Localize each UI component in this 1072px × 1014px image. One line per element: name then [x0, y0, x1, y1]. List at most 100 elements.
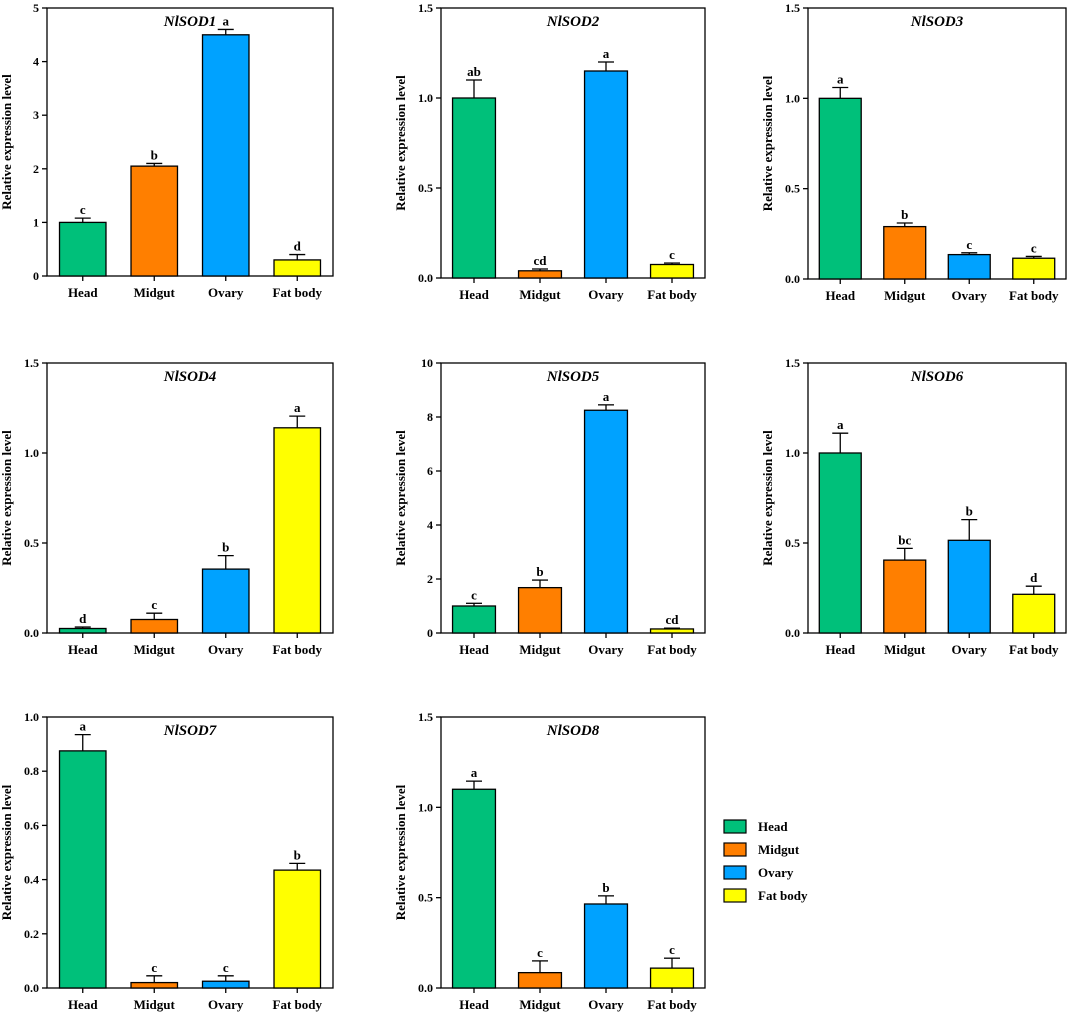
plot-frame	[46, 716, 334, 989]
significance-label: a	[603, 389, 610, 404]
panel-title: NlSOD4	[163, 369, 217, 385]
x-category-label: Ovary	[588, 997, 624, 1012]
x-category-label: Ovary	[588, 642, 624, 657]
y-tick-label: 0	[427, 626, 433, 640]
legend-swatch	[723, 865, 747, 880]
y-tick-label: 2	[33, 162, 39, 176]
significance-label: cd	[534, 253, 548, 268]
bar-fat-body	[1012, 257, 1056, 280]
bar-midgut	[130, 981, 179, 989]
significance-label: a	[294, 400, 301, 415]
x-category-label: Fat body	[647, 997, 697, 1012]
chart-panel-3: 0.0 0.5 1.0 1.5 Relative expression level NlS…	[760, 1, 1067, 303]
y-tick-label: 0.0	[24, 981, 39, 995]
bar-head	[451, 97, 497, 279]
y-tick-label: 0.5	[24, 536, 39, 550]
chart-panel-6: 0.0 0.5 1.0 1.5 Relative expression level NlS…	[760, 356, 1067, 657]
x-category-label: Head	[68, 997, 98, 1012]
bar-fat-body	[649, 628, 695, 634]
bar-ovary	[201, 568, 250, 634]
x-category-label: Midgut	[519, 642, 561, 657]
bar-ovary	[201, 980, 250, 989]
plot-frame	[440, 362, 706, 634]
y-tick-label: 5	[33, 1, 39, 15]
y-tick-label: 1.0	[418, 800, 433, 814]
y-tick-label: 0	[33, 269, 39, 283]
significance-label: d	[294, 239, 302, 254]
x-category-label: Fat body	[273, 997, 323, 1012]
y-tick-label: 10	[421, 356, 433, 370]
significance-label: a	[603, 46, 610, 61]
y-tick-label: 0.0	[785, 626, 800, 640]
significance-label: c	[471, 587, 477, 602]
significance-label: b	[536, 564, 543, 579]
significance-label: a	[837, 417, 844, 432]
x-category-label: Head	[825, 288, 855, 303]
bar-fat-body	[1012, 593, 1056, 634]
y-axis-label: Relative expression level	[393, 430, 408, 566]
chart-panel-8: 0.0 0.5 1.0 1.5 Relative expression level NlS…	[393, 710, 706, 1012]
y-tick-label: 0.5	[418, 181, 433, 195]
significance-label: c	[669, 247, 675, 262]
significance-label: c	[223, 960, 229, 975]
bar-head	[451, 788, 497, 989]
y-tick-label: 0.0	[418, 981, 433, 995]
y-tick-label: 0.0	[418, 271, 433, 285]
bar-midgut	[517, 971, 563, 989]
bar-ovary	[947, 253, 991, 280]
x-category-label: Ovary	[588, 287, 624, 302]
y-tick-label: 1.0	[24, 710, 39, 724]
y-tick-label: 1.5	[785, 356, 800, 370]
legend-label: Midgut	[758, 842, 800, 857]
bar-fat-body	[649, 967, 695, 989]
chart-panel-7: 0.0 0.2 0.4 0.6 0.8 1.0 Relative expression le…	[0, 710, 334, 1012]
bar-midgut	[130, 618, 179, 634]
bar-ovary	[947, 539, 991, 634]
bar-ovary	[583, 70, 629, 279]
significance-label: c	[537, 945, 543, 960]
significance-label: b	[294, 847, 301, 862]
significance-label: b	[602, 880, 609, 895]
significance-label: c	[966, 237, 972, 252]
significance-label: cd	[666, 612, 680, 627]
bar-fat-body	[273, 869, 322, 989]
x-category-label: Fat body	[1009, 288, 1059, 303]
bar-fat-body	[273, 259, 322, 277]
x-category-label: Midgut	[519, 287, 561, 302]
bar-ovary	[583, 903, 629, 989]
y-tick-label: 1.0	[24, 446, 39, 460]
y-axis-label: Relative expression level	[760, 75, 775, 211]
chart-panel-1: 0 1 2 3 4 5 Relative expression level NlSOD1 c He…	[0, 1, 334, 300]
significance-label: a	[837, 71, 844, 86]
x-category-label: Head	[459, 997, 489, 1012]
legend-swatch	[723, 842, 747, 857]
panel-title: NlSOD6	[910, 369, 964, 385]
chart-panel-5: 0 2 4 6 8 10 Relative expression level NlSOD5 c H…	[393, 356, 706, 657]
bar-ovary	[583, 409, 629, 634]
panel-title: NlSOD5	[546, 369, 600, 385]
x-category-label: Midgut	[884, 288, 926, 303]
plot-frame	[46, 7, 334, 277]
bar-head	[58, 750, 107, 989]
bar-midgut	[883, 559, 927, 634]
x-category-label: Ovary	[208, 285, 244, 300]
y-tick-label: 8	[427, 410, 433, 424]
bar-ovary	[201, 34, 250, 277]
y-tick-label: 4	[427, 518, 433, 532]
bar-midgut	[130, 165, 179, 277]
bar-midgut	[883, 225, 927, 280]
y-tick-label: 1.5	[418, 710, 433, 724]
x-category-label: Ovary	[208, 642, 244, 657]
plot-frame	[440, 716, 706, 989]
significance-label: c	[151, 960, 157, 975]
plot-frame	[440, 7, 706, 279]
x-category-label: Midgut	[134, 642, 176, 657]
x-category-label: Head	[68, 642, 98, 657]
x-category-label: Fat body	[647, 287, 697, 302]
legend-label: Ovary	[758, 865, 794, 880]
y-axis-label: Relative expression level	[393, 75, 408, 211]
significance-label: b	[222, 540, 229, 555]
y-axis-label: Relative expression level	[0, 430, 14, 566]
legend-label: Fat body	[758, 888, 808, 903]
significance-label: b	[151, 147, 158, 162]
